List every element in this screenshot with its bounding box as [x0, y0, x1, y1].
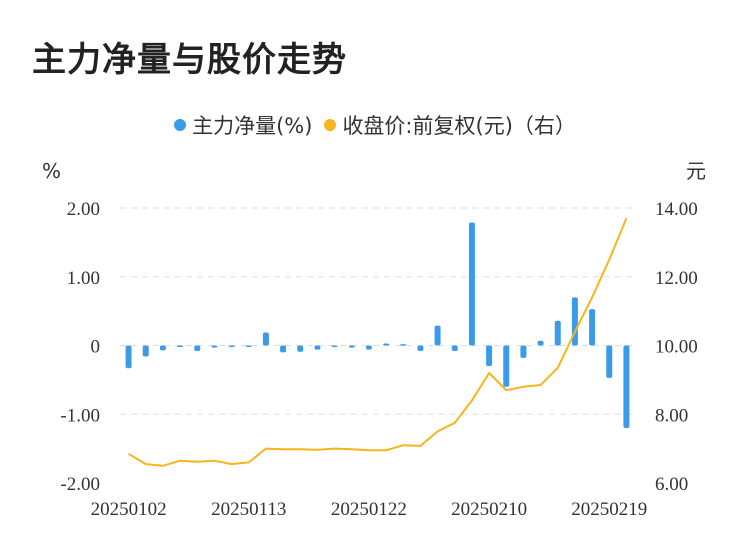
- bar: [331, 345, 338, 347]
- bar: [314, 345, 321, 350]
- x-tick-label: 20250102: [91, 499, 167, 520]
- bar: [125, 345, 132, 369]
- legend: 主力净量(%) 收盘价:前复权(元)（右）: [0, 110, 750, 140]
- left-tick-label: -1.00: [60, 405, 100, 426]
- bar: [486, 345, 493, 367]
- bar: [554, 320, 561, 346]
- bar: [606, 345, 613, 378]
- right-tick-label: 10.00: [655, 337, 698, 358]
- bar: [228, 345, 235, 347]
- bar: [280, 345, 287, 353]
- bar: [520, 345, 527, 358]
- bar: [417, 345, 424, 351]
- bar: [177, 345, 184, 347]
- bar: [589, 309, 596, 346]
- legend-item-net-flow[interactable]: 主力净量(%): [174, 110, 312, 140]
- right-unit-label: 元: [686, 159, 706, 183]
- legend-label-close-price: 收盘价:前复权(元)（右）: [342, 114, 576, 138]
- x-tick-label: 20250122: [331, 499, 407, 520]
- left-tick-label: 0: [91, 337, 101, 358]
- bar: [142, 345, 149, 357]
- bar: [434, 325, 441, 346]
- price-line: [128, 217, 628, 467]
- bar: [537, 340, 544, 346]
- left-tick-label: 2.00: [67, 199, 100, 220]
- bar: [623, 345, 630, 428]
- legend-dot-net-flow: [174, 119, 187, 131]
- chart-title: 主力净量与股价走势: [32, 40, 347, 80]
- x-tick-label: 20250219: [571, 499, 647, 520]
- right-tick-label: 12.00: [655, 268, 698, 289]
- bar: [365, 345, 372, 350]
- bar: [468, 222, 475, 346]
- bar: [194, 345, 201, 351]
- bar: [503, 345, 510, 387]
- x-tick-label: 20250113: [211, 499, 286, 520]
- bar: [245, 345, 252, 347]
- bar: [400, 344, 407, 346]
- bar: [262, 332, 269, 346]
- left-tick-label: 1.00: [67, 268, 100, 289]
- left-tick-label: -2.00: [60, 474, 100, 495]
- right-tick-label: 8.00: [655, 405, 688, 426]
- bar: [211, 345, 218, 348]
- x-tick-label: 20250210: [451, 499, 527, 520]
- legend-label-net-flow: 主力净量(%): [192, 114, 313, 138]
- bar: [297, 345, 304, 352]
- legend-dot-close-price: [324, 119, 337, 131]
- right-tick-label: 14.00: [655, 199, 698, 220]
- bar: [383, 343, 390, 346]
- bar: [451, 345, 458, 351]
- left-unit-label: %: [42, 159, 61, 183]
- bar: [159, 345, 166, 351]
- legend-item-close-price[interactable]: 收盘价:前复权(元)（右）: [324, 110, 576, 140]
- right-tick-label: 6.00: [655, 474, 688, 495]
- bar: [348, 345, 355, 348]
